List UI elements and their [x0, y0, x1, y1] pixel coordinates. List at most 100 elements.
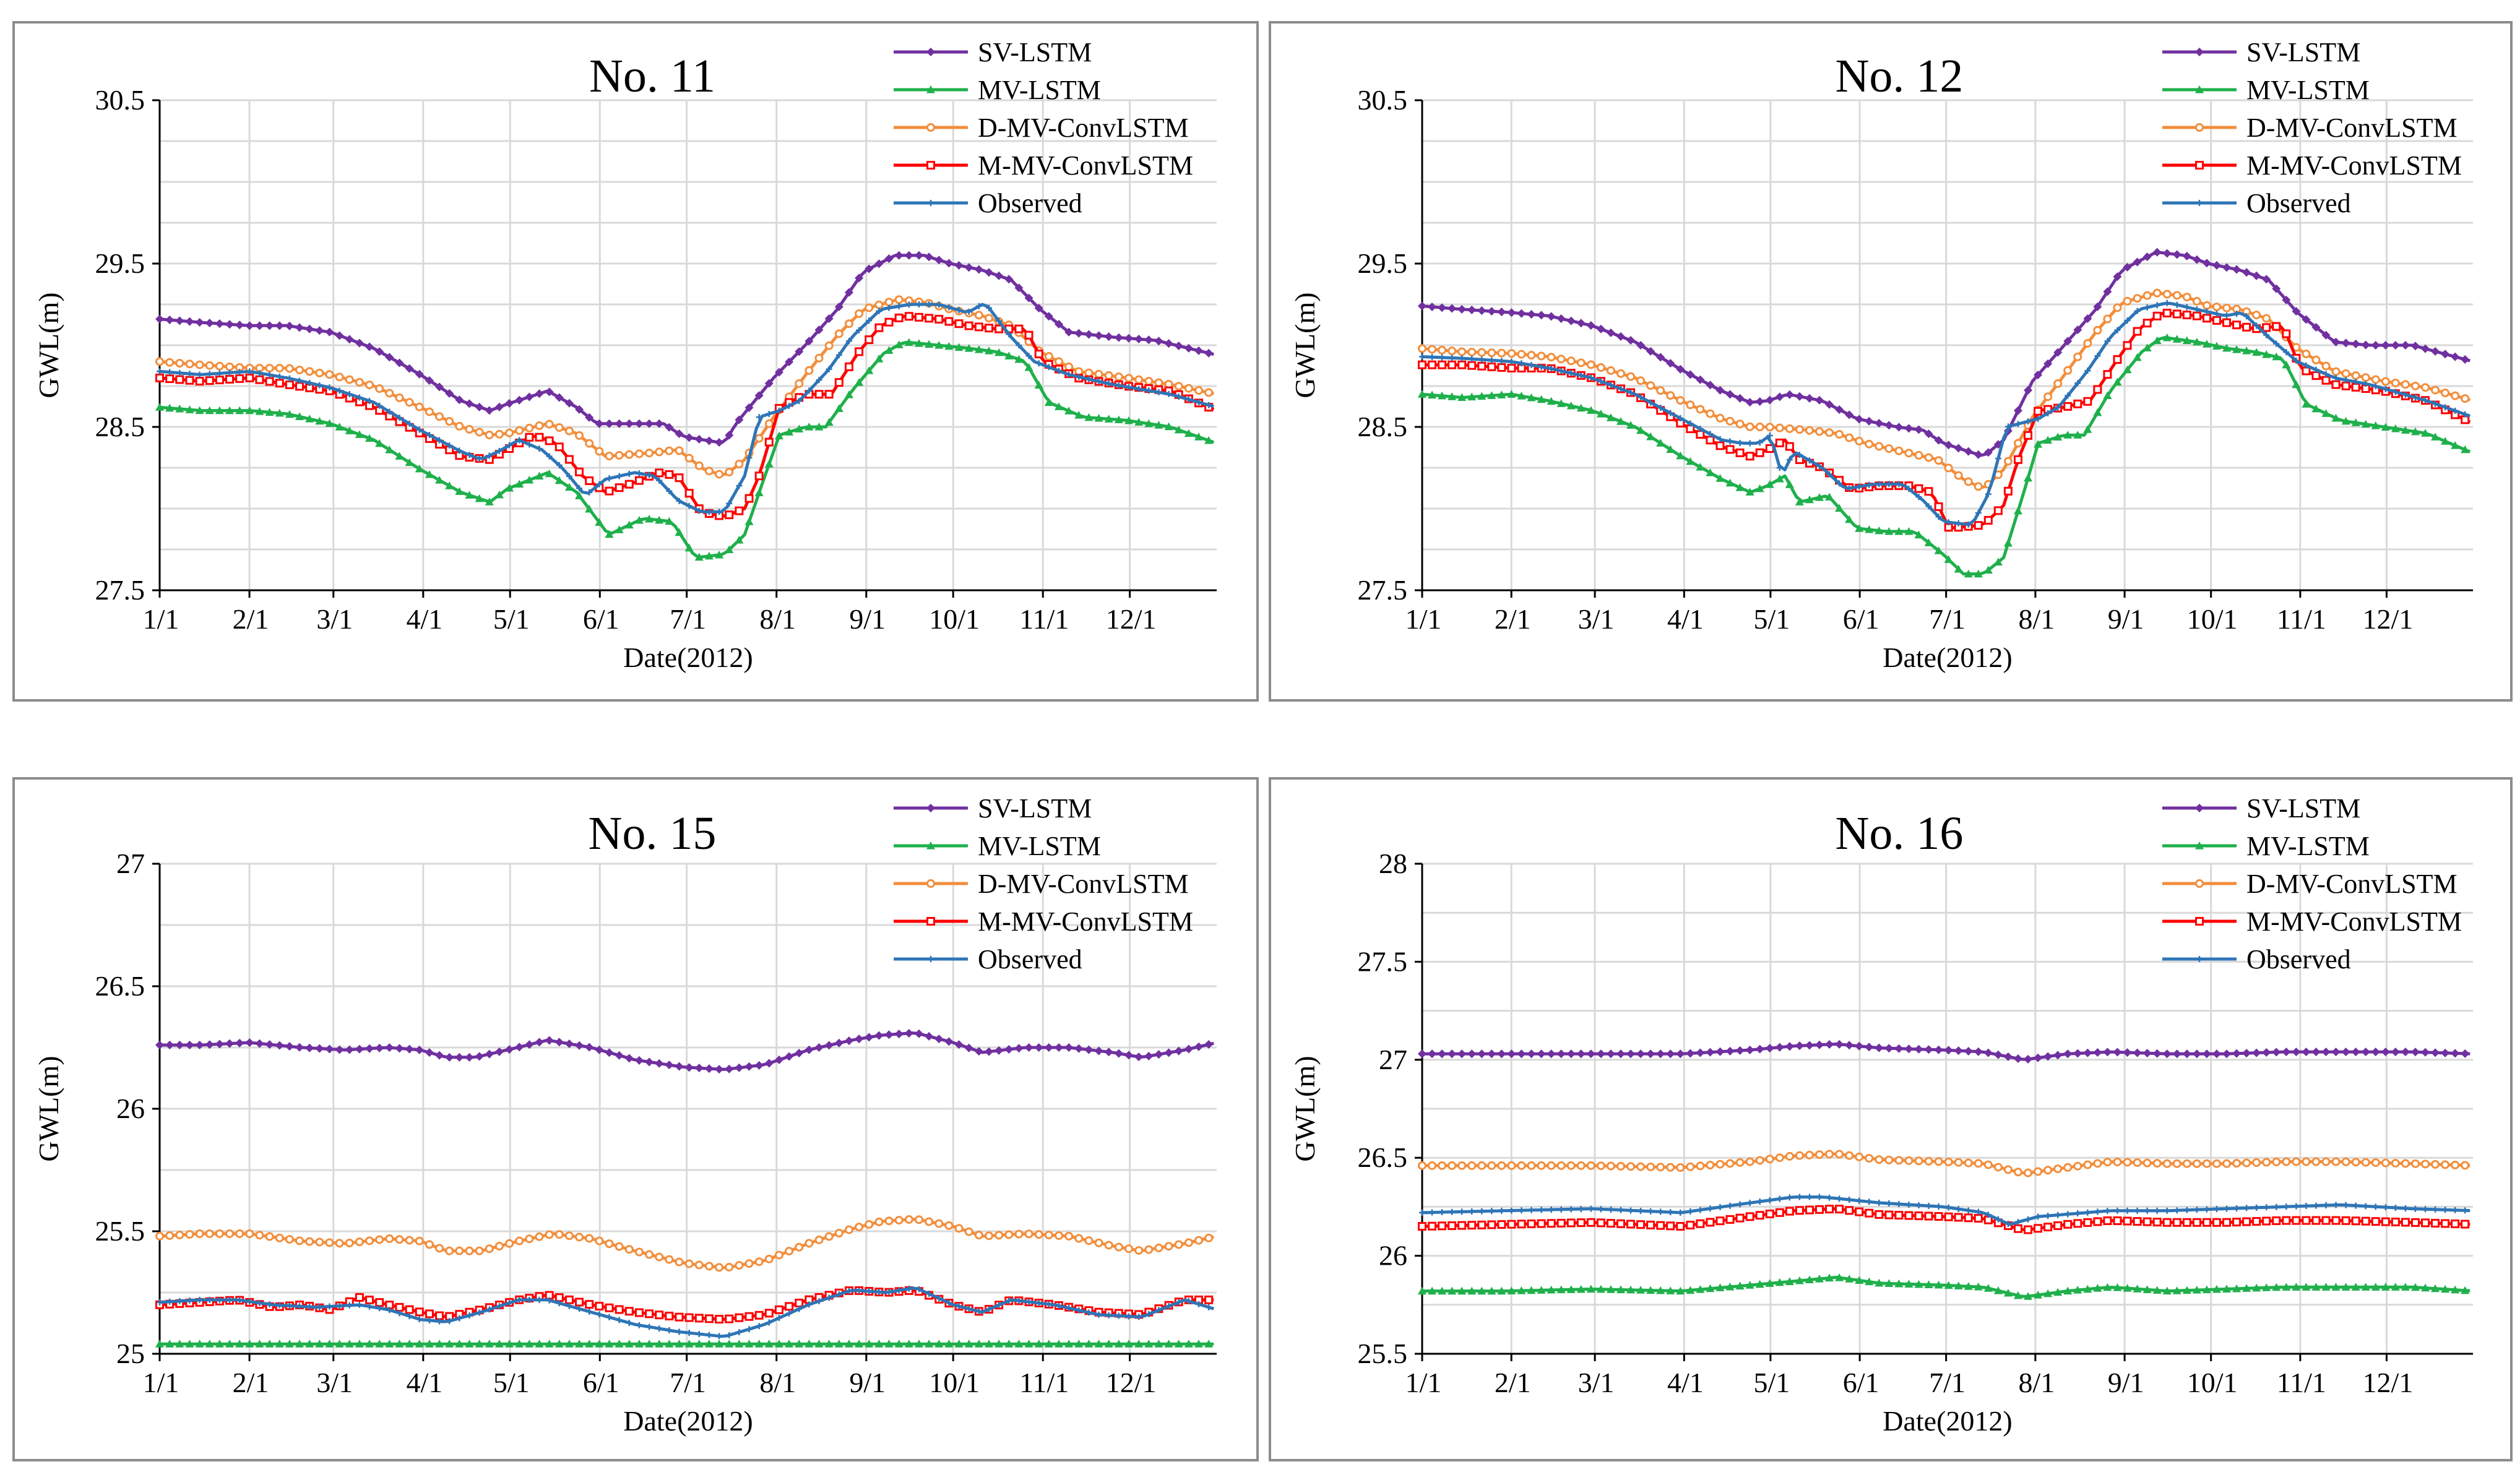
data-point [2063, 337, 2073, 346]
data-point [1865, 1277, 1874, 1286]
data-point [2124, 1207, 2131, 1214]
data-point [855, 347, 864, 356]
data-point [265, 408, 274, 416]
data-point [1104, 415, 1113, 423]
data-point [795, 1049, 804, 1058]
data-point [1024, 1043, 1033, 1052]
x-tick-label: 4/1 [1667, 603, 1704, 635]
data-point [1676, 1163, 1685, 1172]
data-point [2351, 418, 2360, 426]
data-point [2252, 1158, 2261, 1167]
data-point [1775, 1208, 1784, 1217]
data-point [1945, 519, 1952, 526]
data-point [1174, 1046, 1183, 1056]
data-point [225, 406, 235, 415]
data-point [1045, 364, 1052, 371]
data-point [974, 265, 983, 274]
data-point [694, 1064, 704, 1073]
data-point [2192, 311, 2201, 321]
data-point [1066, 1305, 1072, 1312]
data-point [754, 1061, 764, 1070]
data-point [1934, 1157, 1943, 1166]
data-point [1045, 1301, 1052, 1307]
data-point [2262, 1158, 2271, 1167]
data-point [1616, 1049, 1625, 1059]
data-point [415, 402, 424, 411]
data-point [2065, 1211, 2071, 1218]
data-point [2313, 366, 2319, 373]
data-point [1547, 1285, 1556, 1294]
data-point [894, 1216, 904, 1225]
data-point [554, 1340, 564, 1348]
data-point [2361, 1216, 2370, 1226]
data-point [1547, 1049, 1556, 1059]
data-point [814, 423, 824, 431]
data-point [485, 1340, 494, 1348]
data-point [445, 389, 454, 398]
data-point [305, 1237, 314, 1246]
data-point [2123, 262, 2132, 272]
data-point [834, 1340, 844, 1348]
data-point [1894, 1156, 1904, 1165]
data-point [2124, 317, 2131, 324]
data-point [1034, 381, 1043, 389]
data-point [494, 402, 504, 411]
data-point [1556, 1285, 1566, 1294]
data-point [2332, 1202, 2339, 1208]
data-point [855, 378, 864, 386]
data-point [345, 375, 354, 384]
x-tick-label: 12/1 [2363, 1367, 2414, 1398]
data-point [415, 1340, 424, 1348]
data-point [1428, 345, 1437, 354]
data-point [1507, 349, 1516, 358]
data-point [206, 371, 213, 377]
data-point [1419, 1209, 1425, 1216]
legend-label: SV-LSTM [978, 37, 1092, 67]
data-point [2451, 1160, 2460, 1169]
data-point [2212, 260, 2221, 270]
data-point [2073, 1219, 2082, 1228]
data-point [1094, 1046, 1103, 1056]
data-point [385, 1234, 394, 1244]
data-point [2431, 346, 2440, 356]
data-point [1095, 378, 1102, 385]
data-point [2341, 1283, 2350, 1291]
data-point [1707, 1205, 1714, 1212]
data-point [2292, 1157, 2301, 1166]
data-point [1875, 526, 1884, 535]
data-point [1478, 356, 1485, 363]
data-point [2323, 371, 2329, 377]
data-point [1775, 1043, 1784, 1052]
data-point [975, 303, 982, 309]
data-point [1865, 525, 1874, 533]
data-point [656, 477, 663, 484]
data-point [2003, 1052, 2013, 1061]
data-point [675, 528, 684, 536]
data-point [1428, 390, 1437, 399]
data-point [525, 432, 534, 442]
data-point [516, 437, 523, 444]
data-point [1418, 1049, 1426, 1059]
data-point [1686, 1221, 1695, 1230]
data-point [2232, 265, 2242, 274]
data-point [1537, 311, 1546, 320]
legend-marker [2196, 956, 2203, 962]
data-point [1616, 332, 1625, 341]
data-point [786, 403, 793, 410]
x-tick-label: 12/1 [1106, 603, 1157, 635]
y-tick-label: 30.5 [1358, 84, 1408, 116]
data-point [455, 1246, 464, 1255]
x-tick-label: 1/1 [1405, 1367, 1442, 1398]
data-point [1125, 384, 1132, 390]
data-point [325, 370, 334, 379]
data-point [1894, 527, 1904, 535]
data-point [2272, 1157, 2281, 1166]
data-point [2452, 407, 2459, 414]
legend-item: M-MV-ConvLSTM [894, 906, 1193, 937]
y-tick-label: 26.5 [95, 970, 145, 1002]
data-point [965, 309, 972, 316]
data-point [466, 452, 473, 458]
data-point [904, 312, 913, 321]
y-tick-label: 29.5 [1358, 247, 1408, 279]
x-tick-label: 8/1 [759, 603, 796, 635]
